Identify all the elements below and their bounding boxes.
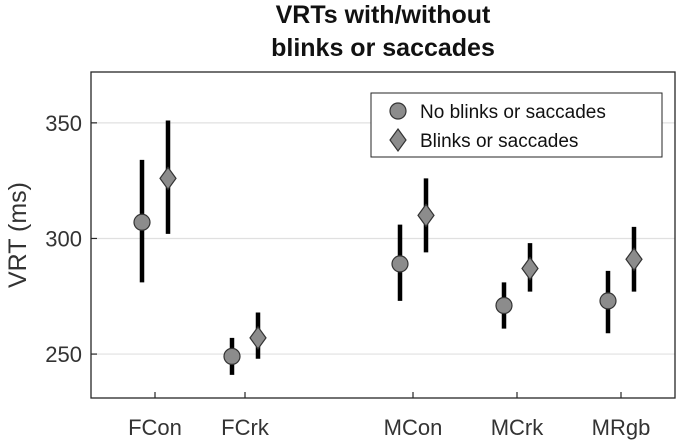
chart-title-line-2: blinks or saccades [271,34,495,62]
data-point-circle [495,296,513,315]
data-point-diamond [417,203,435,228]
data-point-diamond [521,256,539,281]
data-point-diamond [625,247,643,272]
x-tick-label: FCon [128,415,182,440]
data-point-circle [223,347,241,365]
y-axis-label: VRT (ms) [4,182,32,288]
y-tick-label: 350 [45,111,82,136]
legend-entry-label: Blinks or saccades [420,131,578,152]
legend-marker-diamond [389,127,407,153]
gridlines [91,122,675,355]
x-tick-label: MRgb [592,415,651,440]
legend-marker-circle [389,102,407,120]
data-point-circle [133,213,151,231]
y-tick-label: 250 [45,342,82,367]
legend: No blinks or saccades Blinks or saccades [370,92,663,158]
data-point-diamond [159,166,177,191]
y-tick-label: 300 [45,226,82,251]
x-tick-label: FCrk [221,415,270,440]
x-tick-label: MCrk [491,415,545,440]
plot-area-frame [90,71,676,399]
data-point-circle [599,292,617,310]
data-point-circle [391,255,409,273]
legend-box [370,92,663,158]
ticks: 250 300 350 FCon FCrk MCon MCrk MRgb [45,111,650,440]
legend-entry-label: No blinks or saccades [420,102,606,123]
x-tick-label: MCon [384,415,443,440]
chart-title-line-1: VRTs with/without [276,1,491,29]
data-point-diamond [249,325,267,350]
data-marks [133,120,643,375]
